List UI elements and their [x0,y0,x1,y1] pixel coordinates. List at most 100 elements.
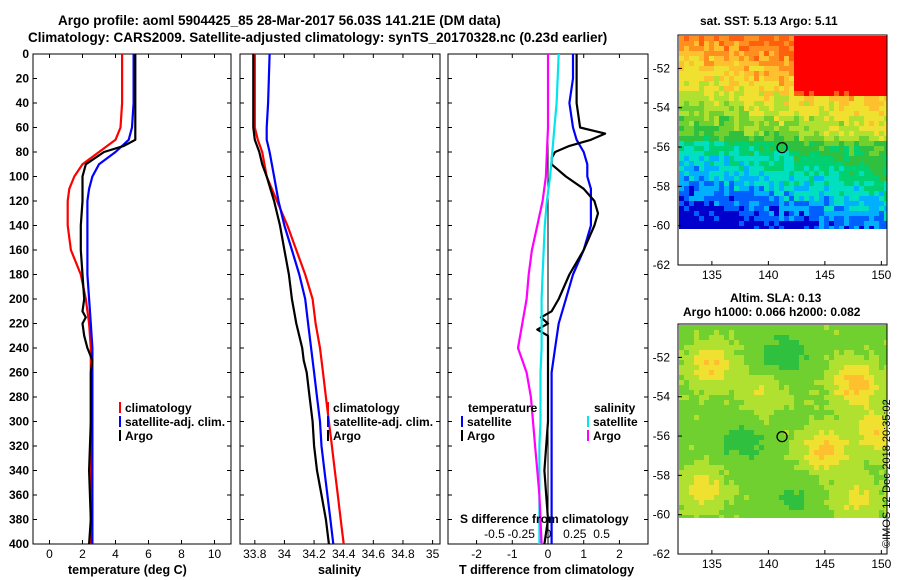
sla-cell [804,385,810,391]
sst-cell [714,156,720,162]
depth-tick-label: 60 [16,121,30,135]
sst-cell [689,166,695,172]
sst-cell [824,166,830,172]
sst-cell [719,201,725,207]
sst-cell [734,176,740,182]
sla-cell [854,355,860,361]
sst-cell [759,161,765,167]
sst-cell [874,226,880,229]
sla-cell [739,415,745,421]
sst-cell [724,206,730,212]
sla-cell [744,490,750,496]
sla-cell [694,405,700,411]
sst-cell [744,181,750,187]
sla-cell [764,395,770,401]
sla-cell [839,490,845,496]
sst-cell [879,206,885,212]
sla-cell [794,360,800,366]
sst-cell [689,121,695,127]
sst-cell [749,126,755,132]
sla-cell [709,360,715,366]
sla-cell [784,445,790,451]
sst-cell [809,191,815,197]
sla-cell [784,430,790,436]
sst-cell [814,101,820,107]
sla-cell [794,335,800,341]
sla-cell [859,490,865,496]
sst-cell [869,91,875,97]
sla-cell [884,330,887,336]
sla-cell [799,500,805,506]
sla-cell [744,500,750,506]
sst-cell [714,196,720,202]
sla-cell [724,385,730,391]
sla-cell [874,450,880,456]
sst-cell [744,226,750,229]
sst-cell [784,221,790,227]
sla-cell [734,340,740,346]
sla-cell [794,480,800,486]
sst-cell [784,56,790,62]
sst-cell [809,121,815,127]
sst-cell [829,136,835,142]
sst-cell [839,226,845,229]
sst-cell [859,216,865,222]
sla-cell [834,375,840,381]
sst-cell [749,66,755,72]
sst-cell [809,171,815,177]
sla-cell [864,440,870,446]
sst-cell [709,61,715,67]
sla-cell [719,400,725,406]
sst-cell [879,196,885,202]
sst-cell [794,156,800,162]
sla-cell [824,330,830,336]
sla-cell [794,375,800,381]
sst-cell [839,196,845,202]
sla-cell [844,415,850,421]
sst-cell [804,106,810,112]
sla-cell [814,370,820,376]
sla-cell [879,340,885,346]
sst-cell [799,141,805,147]
sla-cell [874,470,880,476]
map-ytick-label: -56 [653,429,671,443]
sst-cell [789,96,795,102]
sst-cell [779,66,785,72]
sla-cell [804,420,810,426]
sla-cell [864,355,870,361]
sla-cell [794,430,800,436]
sst-cell [869,61,875,67]
sst-cell [729,181,735,187]
sst-cell [819,226,825,229]
sst-cell [859,121,865,127]
sla-cell [834,410,840,416]
sst-cell [714,56,720,62]
sst-cell [759,86,765,92]
sst-cell [774,191,780,197]
temperature-legend: climatology satellite-adj. clim. Argo [119,401,225,443]
sla-cell [724,455,730,461]
sla-cell [754,485,760,491]
sst-cell [694,71,700,77]
sst-cell [699,111,705,117]
sla-cell [749,425,755,431]
sla-cell [789,455,795,461]
sla-cell [724,445,730,451]
sst-cell [709,166,715,172]
sst-cell [884,141,887,147]
sla-cell [824,495,830,501]
sst-cell [824,181,830,187]
sla-cell [734,515,740,518]
depth-tick-label: 280 [9,390,29,404]
sst-cell [804,196,810,202]
salinity-xtick-label: 35 [426,547,440,561]
sla-cell [714,395,720,401]
sla-cell [834,380,840,386]
sla-cell [874,515,880,518]
sla-cell [824,370,830,376]
sst-cell [819,81,825,87]
sst-cell [829,51,835,57]
sla-cell [719,370,725,376]
sla-cell [714,410,720,416]
sst-cell [744,206,750,212]
